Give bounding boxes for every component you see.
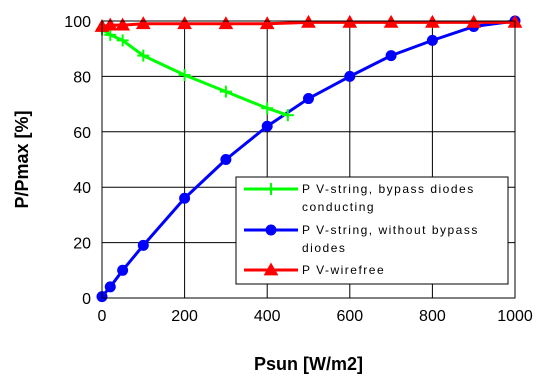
legend-entry: P V-wirefree (244, 262, 385, 277)
x-tick-label: 0 (98, 308, 107, 325)
data-point (178, 69, 191, 82)
data-point (218, 16, 234, 30)
y-tick-labels: 0 20 40 60 80 100 (64, 14, 91, 308)
data-point (385, 50, 397, 62)
data-point (135, 16, 151, 30)
data-point (344, 70, 356, 82)
y-axis-label: P/Pmax [%] (12, 110, 32, 208)
data-point (102, 17, 118, 31)
data-point (342, 14, 358, 28)
data-point (104, 281, 116, 293)
legend-label: conducting (302, 200, 375, 214)
data-point (425, 14, 440, 28)
y-tick-label: 0 (82, 291, 91, 308)
data-point (261, 102, 274, 115)
data-point (116, 34, 129, 47)
x-axis-label: Psun [W/m2] (254, 354, 363, 374)
y-tick-label: 80 (73, 69, 91, 86)
x-tick-label: 800 (419, 308, 446, 325)
x-tick-labels: 0 200 400 600 800 1000 (98, 308, 533, 325)
data-point (117, 264, 129, 276)
legend-entry: P V-string, bypass diodes conducting (244, 182, 475, 214)
legend-entry: P V-string, without bypass diodes (244, 223, 479, 255)
y-tick-label: 40 (73, 180, 91, 197)
series-line (101, 28, 289, 117)
legend-swatch-marker (265, 224, 277, 236)
series-plus (96, 23, 294, 122)
data-point (115, 17, 131, 31)
data-point (137, 49, 150, 62)
legend-label: diodes (302, 241, 346, 255)
x-tick-label: 200 (171, 308, 198, 325)
legend-label: P V-string, without bypass (302, 223, 479, 237)
data-point (383, 14, 399, 28)
data-point (261, 120, 273, 132)
data-point (466, 14, 482, 28)
data-point (426, 34, 438, 46)
plot-frame (101, 20, 516, 299)
x-tick-label: 1000 (497, 308, 533, 325)
y-tick-label: 20 (73, 236, 91, 253)
data-point (179, 192, 191, 204)
x-tick-label: 600 (336, 308, 363, 325)
data-point (177, 16, 192, 30)
data-point (104, 28, 117, 41)
x-tick-label: 400 (254, 308, 281, 325)
data-point (137, 239, 149, 251)
y-tick-label: 100 (64, 14, 91, 31)
legend-swatch-marker (263, 262, 279, 276)
series-triangle (94, 14, 523, 32)
series-layer (94, 14, 523, 303)
data-point (301, 14, 316, 28)
data-point (303, 93, 314, 105)
data-point (219, 85, 232, 98)
data-point (281, 109, 294, 122)
data-point (259, 16, 275, 30)
legend-label: P V-string, bypass diodes (302, 182, 475, 196)
legend-label: P V-wirefree (302, 263, 385, 277)
data-point (220, 154, 232, 165)
y-tick-label: 60 (73, 125, 91, 142)
legend-swatch-marker (265, 183, 277, 195)
